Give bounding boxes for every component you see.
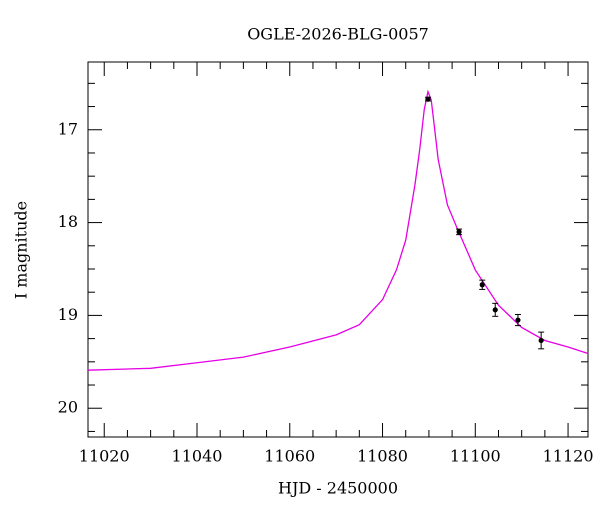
x-tick-label: 11060 <box>264 447 315 466</box>
chart-title: OGLE-2026-BLG-0057 <box>247 25 429 44</box>
y-axis-label: I magnitude <box>12 201 31 299</box>
data-point <box>456 228 463 236</box>
x-tick-label: 11020 <box>79 447 130 466</box>
y-tick-label: 20 <box>58 398 78 417</box>
y-tick-label: 19 <box>58 305 78 324</box>
marker <box>492 307 498 313</box>
x-tick-label: 11080 <box>357 447 408 466</box>
y-tick-label: 17 <box>58 119 78 138</box>
marker <box>479 282 485 288</box>
x-tick-label: 11040 <box>172 447 223 466</box>
x-tick-label: 11120 <box>543 447 594 466</box>
y-tick-label: 18 <box>58 212 78 231</box>
data-point <box>514 313 521 327</box>
marker <box>425 96 431 102</box>
data-point <box>424 96 431 102</box>
model-curve <box>87 89 589 371</box>
data-point <box>492 302 499 317</box>
data-point <box>538 331 545 350</box>
x-tick-label: 11100 <box>450 447 501 466</box>
data-point <box>479 279 486 290</box>
x-axis-label: HJD - 2450000 <box>278 479 398 498</box>
plot-frame <box>87 61 589 438</box>
marker <box>515 317 521 323</box>
marker <box>538 337 544 344</box>
marker <box>456 229 462 235</box>
